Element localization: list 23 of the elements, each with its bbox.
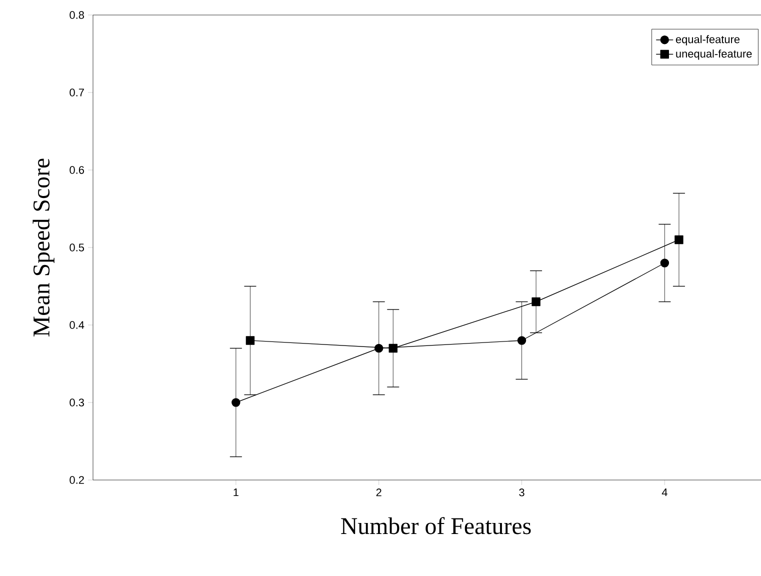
point bbox=[374, 344, 384, 353]
point bbox=[660, 258, 670, 268]
y-tick-label: 0.4 bbox=[70, 321, 84, 329]
y-tick-label: 0.3 bbox=[70, 398, 84, 406]
point bbox=[246, 336, 255, 345]
x-axis-title: Number of Features bbox=[341, 517, 531, 534]
point bbox=[517, 336, 526, 345]
y-tick-label: 0.5 bbox=[70, 244, 84, 252]
x-tick-label: 2 bbox=[376, 488, 382, 496]
point bbox=[388, 344, 398, 353]
y-tick-label: 0.2 bbox=[70, 476, 84, 484]
y-tick-label: 0.8 bbox=[70, 11, 84, 19]
x-tick-label: 1 bbox=[234, 488, 238, 496]
point bbox=[232, 398, 240, 407]
y-tick-label: 0.6 bbox=[70, 166, 84, 174]
legend-label: unequal-feature bbox=[676, 50, 752, 60]
x-tick-label: 4 bbox=[662, 488, 668, 496]
point bbox=[674, 235, 684, 244]
y-tick-label: 0.7 bbox=[70, 88, 84, 96]
y-axis-title: Mean Speed Score bbox=[32, 158, 54, 336]
x-tick-label: 3 bbox=[519, 488, 524, 496]
legend-label: equal-feature bbox=[676, 35, 740, 46]
point bbox=[532, 297, 540, 306]
